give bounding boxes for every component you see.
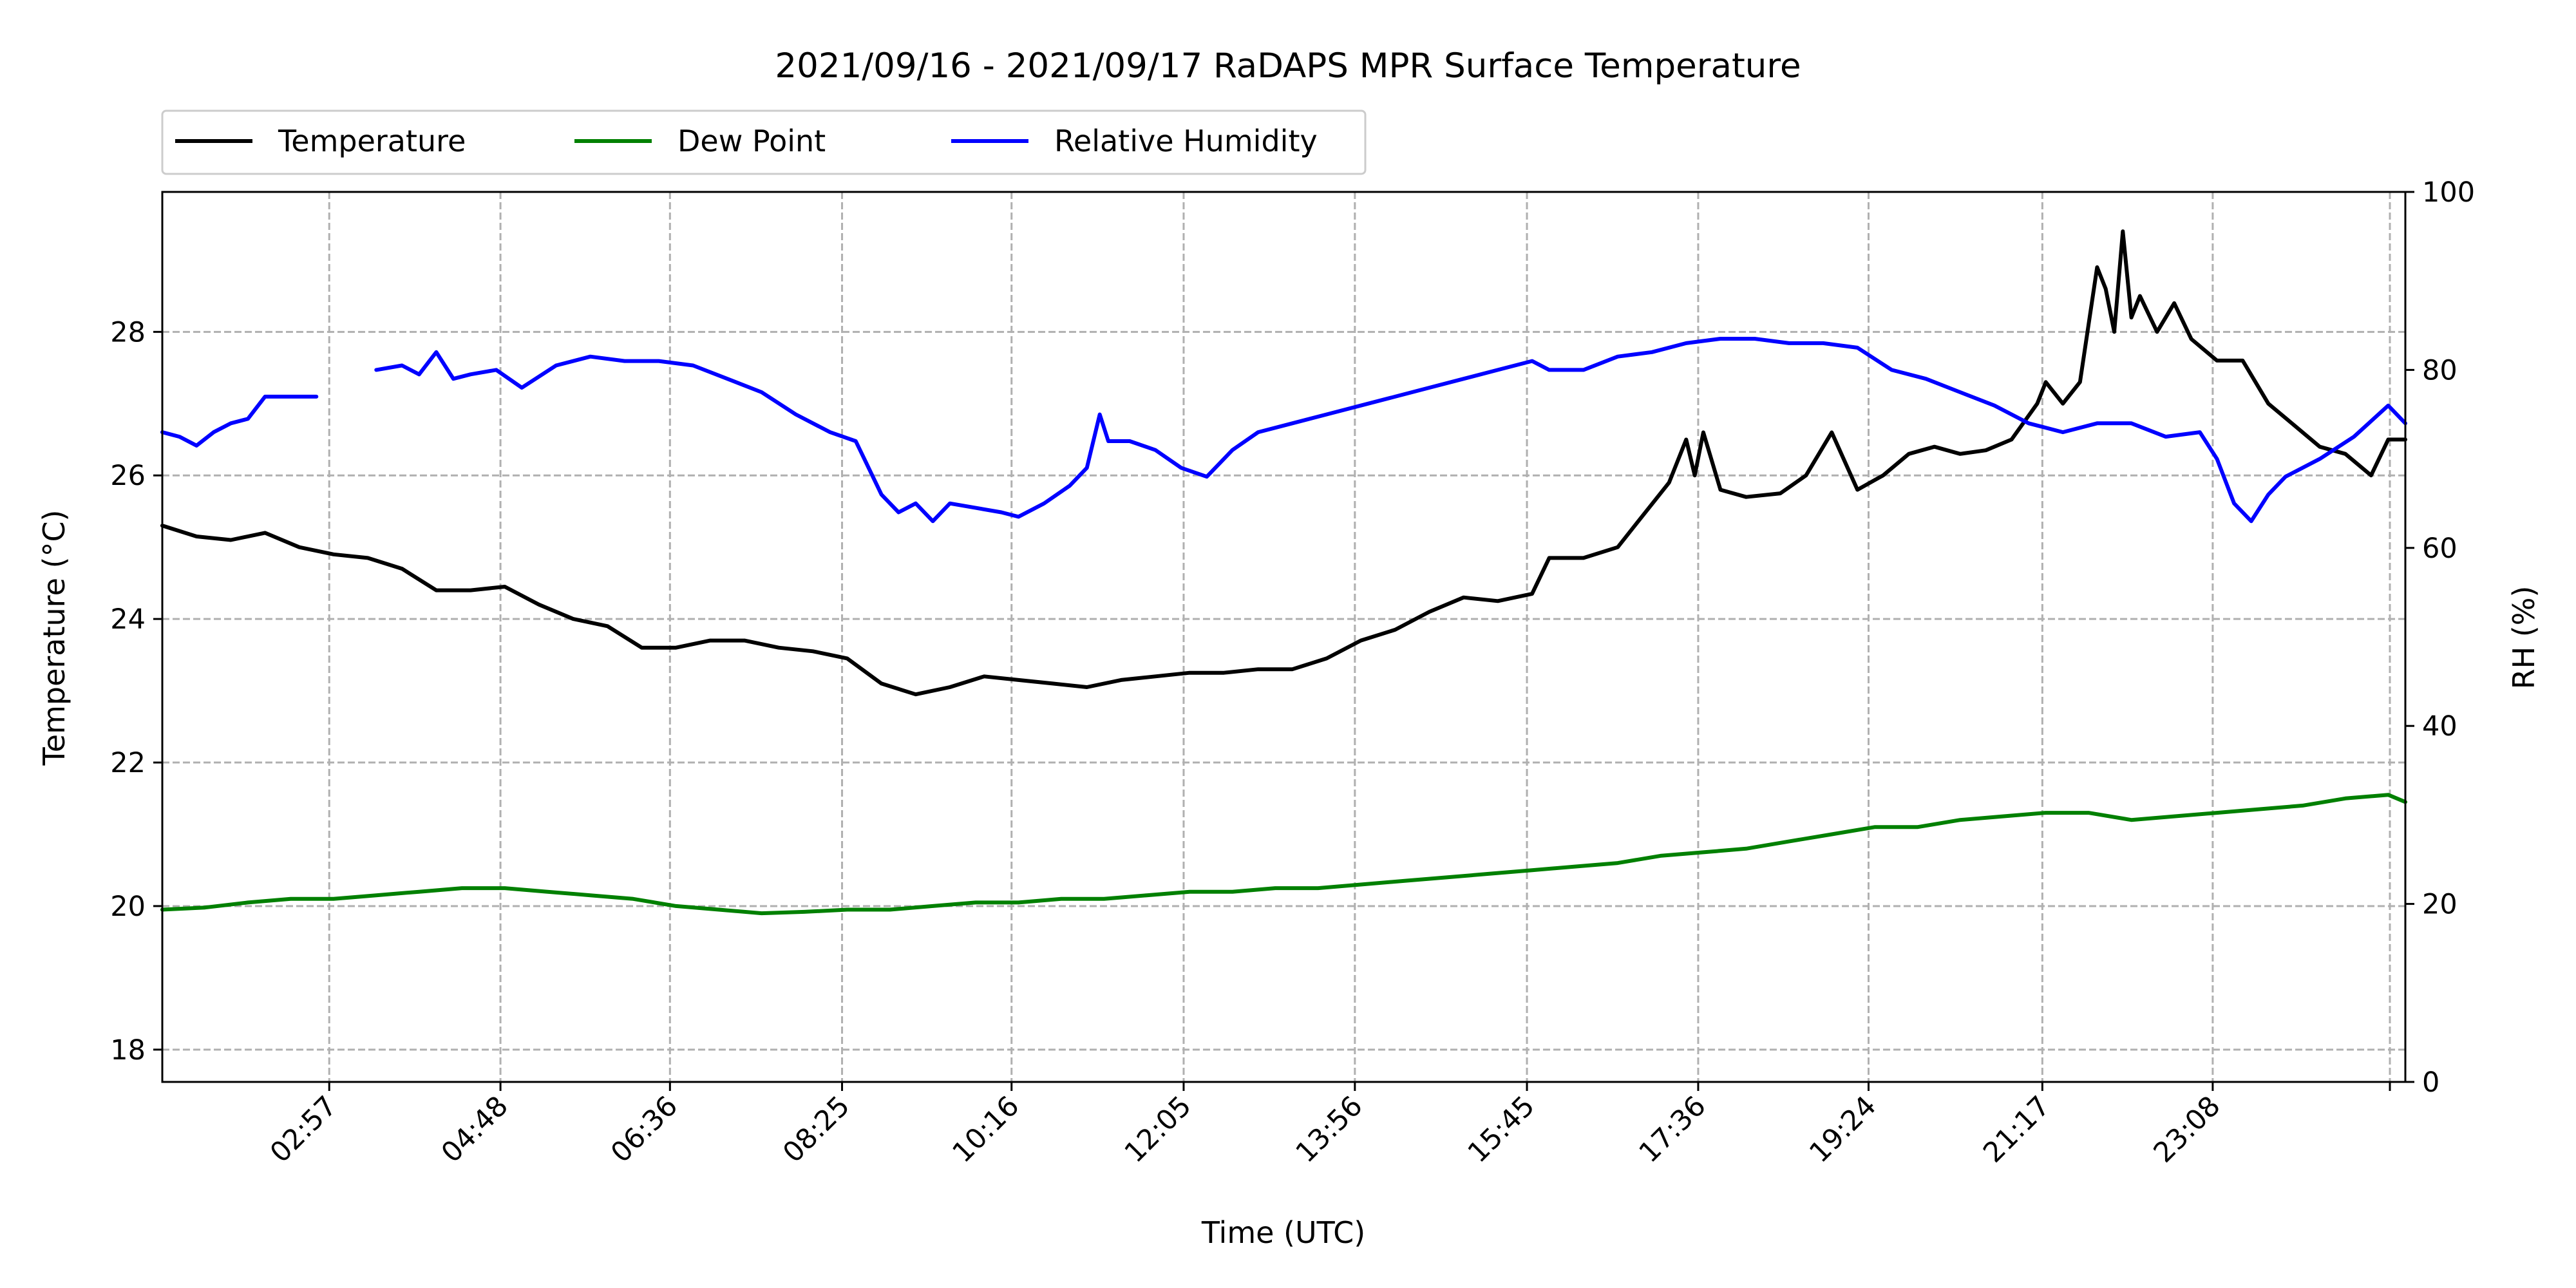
y-axis-label-left: Temperature (°C) bbox=[37, 509, 71, 766]
legend-label-dew-point: Dew Point bbox=[677, 124, 826, 158]
y-tick-label-left: 18 bbox=[110, 1034, 146, 1066]
series-lines bbox=[160, 229, 2407, 916]
series-line-temperature bbox=[160, 229, 2407, 697]
y-tick-label-left: 28 bbox=[110, 316, 146, 348]
y-axis-label-right: RH (%) bbox=[2506, 586, 2541, 690]
series-line-dew-point bbox=[160, 793, 2407, 916]
y-tick-label-right: 60 bbox=[2422, 533, 2458, 565]
x-axis-label: Time (UTC) bbox=[1201, 1215, 1365, 1250]
y-tick-label-right: 40 bbox=[2422, 710, 2458, 743]
y-tick-label-left: 22 bbox=[110, 747, 146, 779]
y-tick-label-left: 24 bbox=[110, 603, 146, 636]
y-tick-label-right: 0 bbox=[2422, 1066, 2439, 1099]
series-line-relative-humidity bbox=[160, 394, 319, 448]
grid bbox=[162, 192, 2405, 1082]
legend-label-relative-humidity: Relative Humidity bbox=[1054, 124, 1318, 158]
y-tick-label-left: 26 bbox=[110, 460, 146, 492]
series-line-relative-humidity bbox=[374, 337, 2407, 524]
legend-label-temperature: Temperature bbox=[278, 124, 466, 158]
plot-frame bbox=[161, 191, 2407, 1083]
y-tick-label-right: 100 bbox=[2422, 176, 2475, 209]
legend-box bbox=[161, 109, 1367, 175]
legend: Temperature Dew Point Relative Humidity bbox=[161, 109, 1367, 175]
chart-title: 2021/09/16 - 2021/09/17 RaDAPS MPR Surfa… bbox=[775, 46, 1801, 86]
y-tick-label-right: 80 bbox=[2422, 354, 2458, 386]
y-tick-label-right: 20 bbox=[2422, 889, 2458, 921]
y-tick-label-left: 20 bbox=[110, 891, 146, 923]
